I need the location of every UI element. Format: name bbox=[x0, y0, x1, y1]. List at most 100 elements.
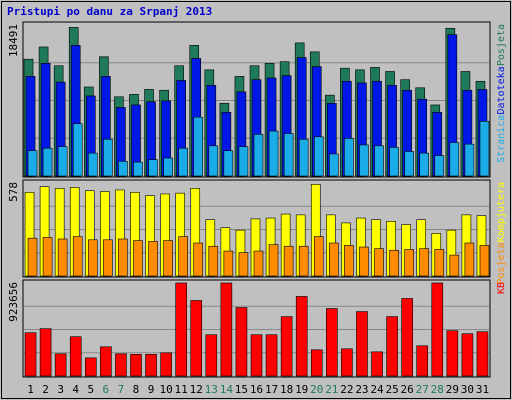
bar bbox=[449, 142, 460, 177]
x-tick-label: 9 bbox=[148, 383, 155, 396]
bar bbox=[118, 161, 128, 177]
bar bbox=[148, 159, 158, 177]
x-axis-labels: 1 2 3 4 5 6 7 8 9 10 11 12 13 14 15 16 17 18 19 20 21 22 23 24 2… bbox=[27, 383, 489, 396]
x-tick-label: 5 bbox=[87, 383, 94, 396]
bar bbox=[329, 153, 339, 177]
x-tick-label: 24 bbox=[370, 383, 384, 396]
bar bbox=[386, 316, 398, 377]
bar bbox=[42, 147, 53, 177]
x-tick-label: 22 bbox=[340, 383, 353, 396]
legend-label: Posjeta bbox=[496, 243, 507, 285]
bar bbox=[371, 351, 383, 377]
bar bbox=[223, 150, 234, 177]
bar bbox=[356, 311, 368, 377]
bar bbox=[57, 238, 68, 277]
bar bbox=[283, 245, 294, 277]
bar bbox=[416, 345, 429, 377]
bar bbox=[298, 138, 309, 177]
x-tick-label: 16 bbox=[250, 383, 263, 396]
x-tick-label: 13 bbox=[205, 383, 218, 396]
bar bbox=[404, 249, 414, 277]
bar bbox=[133, 161, 143, 177]
x-tick-label: 20 bbox=[310, 383, 323, 396]
x-tick-label: 17 bbox=[265, 383, 278, 396]
legend-label: Datoteka bbox=[496, 66, 507, 114]
legend-label: Kompjutera bbox=[496, 182, 507, 242]
bar bbox=[461, 333, 474, 377]
x-tick-label: 19 bbox=[295, 383, 308, 396]
bar bbox=[253, 134, 264, 177]
x-tick-label: 26 bbox=[401, 383, 414, 396]
bar bbox=[100, 346, 112, 377]
bar bbox=[208, 245, 219, 277]
x-tick-label: 8 bbox=[133, 383, 140, 396]
x-tick-label: 2 bbox=[42, 383, 49, 396]
bar bbox=[295, 296, 308, 377]
bar bbox=[133, 240, 143, 277]
bar bbox=[434, 249, 445, 277]
legend-label: KB bbox=[496, 282, 507, 294]
x-tick-label: 27 bbox=[416, 383, 429, 396]
bar bbox=[434, 155, 445, 177]
bar bbox=[283, 133, 294, 177]
bar bbox=[163, 240, 173, 277]
bar bbox=[163, 157, 173, 177]
bar bbox=[24, 332, 37, 377]
bar bbox=[42, 237, 53, 277]
x-tick-label: 11 bbox=[175, 383, 188, 396]
panel-max-label: 18491 bbox=[7, 24, 20, 57]
x-tick-label: 29 bbox=[446, 383, 459, 396]
bar bbox=[401, 298, 413, 377]
bar bbox=[341, 348, 353, 377]
bar bbox=[313, 136, 324, 177]
bar bbox=[449, 254, 460, 277]
bar bbox=[87, 239, 98, 277]
bar bbox=[298, 245, 309, 277]
bar bbox=[268, 130, 279, 177]
bar bbox=[72, 236, 83, 277]
x-tick-label: 25 bbox=[385, 383, 398, 396]
x-tick-label: 28 bbox=[431, 383, 444, 396]
bar bbox=[27, 237, 38, 277]
x-tick-label: 10 bbox=[159, 383, 172, 396]
bar bbox=[431, 282, 444, 377]
x-tick-label: 14 bbox=[220, 383, 234, 396]
bar bbox=[464, 143, 475, 177]
bar bbox=[374, 248, 384, 277]
bar bbox=[193, 242, 204, 277]
bar bbox=[419, 248, 430, 277]
bar bbox=[84, 357, 97, 377]
bar bbox=[238, 252, 249, 277]
bar bbox=[253, 250, 264, 277]
bar bbox=[39, 328, 52, 377]
panel-max-label: 923656 bbox=[7, 282, 20, 322]
bar bbox=[178, 236, 188, 277]
bar bbox=[359, 246, 369, 277]
x-tick-label: 21 bbox=[325, 383, 338, 396]
bar bbox=[419, 152, 430, 177]
bar bbox=[145, 354, 157, 377]
bar bbox=[374, 145, 384, 177]
x-tick-label: 18 bbox=[280, 383, 293, 396]
chart-title: Pristupi po danu za Srpanj 2013 bbox=[7, 5, 212, 18]
bar bbox=[476, 331, 489, 377]
bar bbox=[178, 147, 188, 177]
bar bbox=[57, 146, 68, 177]
bar bbox=[446, 330, 459, 377]
x-tick-label: 4 bbox=[72, 383, 79, 396]
panel-max-label: 578 bbox=[7, 182, 20, 202]
bar bbox=[479, 120, 490, 177]
bar bbox=[69, 336, 82, 377]
bar bbox=[329, 242, 339, 277]
legend-label: Stranica bbox=[496, 115, 507, 163]
bar bbox=[326, 308, 338, 377]
bar bbox=[310, 349, 323, 377]
x-tick-label: 3 bbox=[57, 383, 64, 396]
bar bbox=[72, 123, 83, 177]
bar bbox=[54, 353, 67, 377]
bar bbox=[118, 238, 128, 277]
bar bbox=[103, 138, 113, 177]
bar bbox=[175, 282, 187, 377]
